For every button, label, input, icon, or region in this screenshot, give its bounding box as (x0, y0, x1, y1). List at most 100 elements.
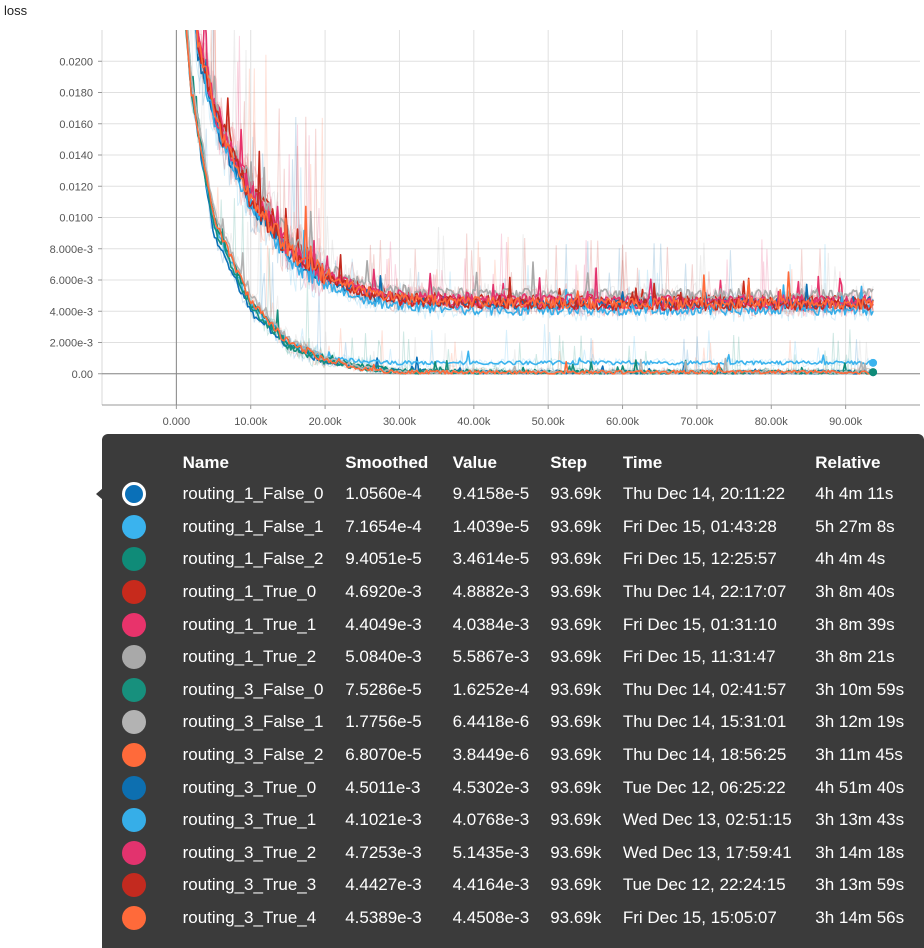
raw-value: 5.1435e-3 (452, 842, 530, 862)
raw-value: 1.4039e-5 (452, 516, 530, 536)
x-tick-label: 50.00k (532, 416, 566, 428)
row-color-cell (102, 543, 183, 576)
smoothed-value: 4.5011e-3 (345, 777, 421, 797)
relative-time: 4h 51m 40s (815, 777, 905, 797)
series-line (195, 30, 874, 316)
series-color-dot-icon (122, 873, 146, 898)
tooltip-panel: Name Smoothed Value Step Time Relative r… (102, 434, 924, 948)
raw-value: 4.4164e-3 (452, 875, 530, 895)
tooltip-pointer (96, 488, 103, 500)
grid (102, 30, 920, 405)
tooltip-row: routing_3_True_4 4.5389e-3 4.4508e-3 93.69k… (102, 902, 924, 935)
relative-time: 5h 27m 8s (815, 516, 895, 536)
series-color-dot-icon (122, 710, 146, 735)
row-color-cell (102, 511, 183, 544)
y-tick-label: 0.0100 (59, 213, 93, 225)
time-value: Thu Dec 14, 20:11:22 (622, 484, 786, 504)
raw-value: 4.0384e-3 (452, 614, 530, 634)
smoothed-value: 7.1654e-4 (345, 516, 422, 536)
series-color-dot-icon (122, 580, 146, 605)
series-color-dot-icon (122, 743, 146, 768)
x-tick-label: 60.00k (606, 416, 640, 428)
row-color-cell (102, 641, 183, 674)
row-color-cell (102, 576, 183, 609)
relative-time: 3h 14m 18s (815, 842, 905, 862)
row-color-cell (102, 674, 183, 707)
time-value: Thu Dec 14, 15:31:01 (622, 712, 787, 732)
smoothed-value: 9.4051e-5 (345, 549, 422, 569)
time-value: Fri Dec 15, 01:43:28 (622, 516, 777, 536)
tooltip-row: routing_3_True_1 4.1021e-3 4.0768e-3 93.69k… (102, 804, 924, 837)
run-name: routing_1_True_1 (182, 614, 317, 634)
smoothed-value: 4.6920e-3 (345, 582, 422, 602)
chart-title: loss (4, 3, 28, 18)
raw-value: 6.4418e-6 (452, 712, 530, 732)
run-name: routing_3_True_0 (182, 777, 317, 797)
series-line (186, 30, 874, 375)
run-name: routing_1_True_0 (182, 582, 317, 602)
y-tick-label: 2.000e-3 (50, 338, 93, 350)
step-value: 93.69k (550, 614, 602, 634)
relative-time: 3h 10m 59s (815, 679, 905, 699)
row-color-cell (102, 706, 183, 739)
step-value: 93.69k (550, 516, 602, 536)
relative-time: 3h 8m 21s (815, 647, 895, 667)
raw-value: 3.8449e-6 (452, 745, 530, 765)
smoothed-value: 1.7756e-5 (345, 712, 422, 732)
endpoint-marker (869, 368, 878, 377)
relative-time: 3h 11m 45s (815, 745, 903, 765)
smoothed-value: 4.4427e-3 (345, 875, 422, 895)
y-tick-label: 0.0140 (59, 150, 93, 162)
tooltip-row: routing_3_False_2 6.8070e-5 3.8449e-6 93.69… (102, 739, 924, 772)
relative-time: 3h 13m 59s (815, 875, 905, 895)
row-color-cell (102, 804, 183, 837)
tooltip-row: routing_1_False_1 7.1654e-4 1.4039e-5 93.69… (102, 511, 924, 544)
tooltip-row: routing_3_True_0 4.5011e-3 4.5302e-3 93.69k… (102, 771, 924, 804)
smoothed-value: 6.8070e-5 (345, 745, 422, 765)
x-tick-label: 0.000 (163, 416, 191, 428)
y-tick-label: 0.0180 (59, 88, 93, 100)
smoothed-value: 4.1021e-3 (345, 810, 422, 830)
y-tick-label: 0.0160 (59, 119, 93, 131)
relative-time: 3h 8m 39s (815, 614, 895, 634)
smoothed-value: 4.4049e-3 (345, 614, 422, 634)
series-line (195, 30, 874, 301)
x-tick-label: 40.00k (457, 416, 491, 428)
x-tick-label: 30.00k (383, 416, 417, 428)
run-name: routing_1_True_2 (182, 647, 317, 667)
step-value: 93.69k (550, 712, 602, 732)
row-color-cell (102, 869, 183, 902)
raw-value: 4.0768e-3 (452, 810, 530, 830)
header-value: Value (452, 453, 498, 472)
tooltip-row: routing_3_True_3 4.4427e-3 4.4164e-3 93.69k… (102, 869, 924, 902)
raw-series-line (193, 30, 874, 323)
time-value: Tue Dec 12, 22:24:15 (622, 875, 786, 895)
series-color-dot-icon (122, 677, 146, 702)
x-tick-label: 90.00k (829, 416, 863, 428)
run-name: routing_3_False_0 (182, 679, 324, 699)
x-tick-label: 20.00k (309, 416, 343, 428)
x-tick-label: 70.00k (680, 416, 714, 428)
step-value: 93.69k (550, 908, 602, 928)
relative-time: 3h 14m 56s (815, 908, 905, 928)
endpoint-marker (869, 358, 878, 367)
time-value: Fri Dec 15, 12:25:57 (622, 549, 777, 569)
relative-time: 3h 12m 19s (815, 712, 905, 732)
tooltip-row: routing_3_False_0 7.5286e-5 1.6252e-4 93.69… (102, 674, 924, 707)
tooltip-row: routing_1_True_1 4.4049e-3 4.0384e-3 93.69k… (102, 608, 924, 641)
row-color-cell (102, 902, 183, 935)
smoothed-value: 4.7253e-3 (345, 842, 422, 862)
run-name: routing_1_False_2 (182, 549, 324, 569)
series-color-dot-icon (122, 840, 146, 865)
time-value: Wed Dec 13, 02:51:15 (622, 810, 792, 830)
series-color-dot-icon (122, 547, 146, 572)
time-value: Wed Dec 13, 17:59:41 (622, 842, 792, 862)
raw-value: 4.8882e-3 (452, 582, 530, 602)
run-name: routing_3_True_4 (182, 908, 317, 928)
loss-chart[interactable]: 0.00 2.000e-3 4.000e-3 6.000e-3 8.000e-3 0.01… (0, 0, 924, 434)
run-name: routing_3_False_1 (182, 712, 324, 732)
y-tick-label: 6.000e-3 (50, 275, 93, 287)
series-color-dot-icon (122, 775, 146, 800)
series-color-dot-icon (122, 482, 146, 507)
row-color-cell (102, 608, 183, 641)
